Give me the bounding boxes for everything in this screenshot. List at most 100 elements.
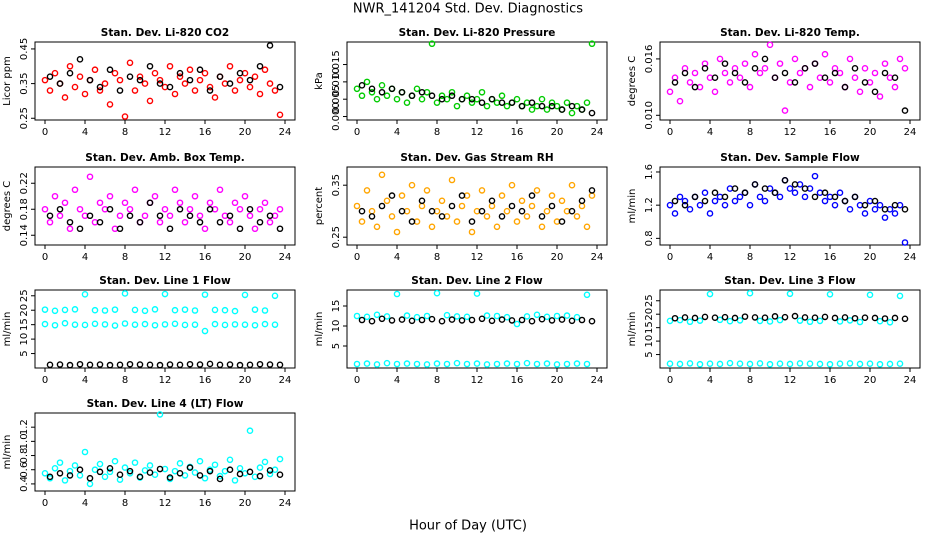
- data-point: [756, 360, 764, 367]
- data-point: [438, 197, 446, 205]
- data-point: [666, 201, 674, 209]
- data-point: [266, 42, 274, 49]
- data-point: [801, 314, 809, 321]
- data-point: [756, 193, 764, 201]
- data-point: [246, 205, 254, 213]
- data-point: [156, 361, 164, 369]
- data-point: [751, 65, 759, 72]
- data-point: [196, 66, 204, 74]
- data-point: [226, 361, 234, 368]
- data-point: [846, 360, 854, 367]
- x-tick-label: 0: [354, 375, 360, 386]
- data-point: [756, 317, 764, 325]
- data-point: [408, 218, 416, 225]
- data-point: [61, 199, 69, 207]
- data-point: [543, 207, 551, 215]
- data-point: [41, 320, 49, 328]
- y-tick-label: 0.005: [331, 85, 342, 114]
- data-point: [358, 82, 366, 89]
- data-point: [166, 62, 174, 70]
- data-point: [856, 360, 864, 368]
- data-point: [766, 360, 774, 368]
- data-point: [121, 199, 129, 207]
- data-point: [741, 313, 749, 320]
- data-point: [246, 361, 254, 369]
- data-point: [363, 313, 371, 321]
- data-point: [81, 291, 89, 298]
- x-tick-label: 4: [707, 127, 713, 138]
- data-point: [731, 185, 739, 192]
- data-point: [56, 459, 64, 466]
- data-point: [563, 312, 571, 319]
- y-tick-label: 1.0: [19, 433, 30, 449]
- data-point: [498, 99, 506, 106]
- x-tick-label: 20: [864, 375, 877, 386]
- data-point: [358, 316, 366, 324]
- x-tick-label: 24: [279, 127, 292, 138]
- data-point: [423, 312, 431, 320]
- data-point: [533, 360, 541, 368]
- data-point: [66, 472, 74, 479]
- data-point: [568, 207, 576, 215]
- data-point: [473, 360, 481, 367]
- data-point: [191, 469, 199, 476]
- x-tick-label: 0: [42, 252, 48, 263]
- x-tick-label: 12: [159, 375, 172, 386]
- data-point: [368, 213, 376, 220]
- x-tick-label: 8: [747, 375, 753, 386]
- y-axis-label: Licor ppm: [2, 56, 13, 106]
- data-point: [851, 314, 859, 322]
- data-point: [378, 315, 386, 323]
- data-point: [116, 471, 124, 478]
- data-point: [448, 316, 456, 323]
- data-point: [483, 102, 491, 110]
- data-point: [886, 360, 894, 368]
- data-point: [691, 69, 699, 77]
- data-point: [358, 218, 366, 225]
- data-point: [821, 313, 829, 321]
- data-point: [246, 212, 254, 220]
- data-point: [388, 317, 396, 324]
- data-point: [741, 189, 749, 197]
- data-point: [573, 213, 581, 220]
- data-point: [276, 471, 284, 478]
- data-point: [96, 460, 104, 468]
- data-point: [378, 88, 386, 96]
- data-point: [736, 193, 744, 201]
- data-point: [896, 360, 904, 367]
- data-point: [246, 427, 254, 435]
- data-point: [731, 314, 739, 322]
- data-point: [226, 80, 234, 87]
- data-point: [866, 360, 874, 367]
- data-point: [578, 202, 586, 210]
- data-point: [588, 317, 596, 325]
- y-tick-label: 0.25: [19, 107, 30, 129]
- data-point: [383, 313, 391, 320]
- data-point: [126, 360, 134, 368]
- data-point: [191, 307, 199, 314]
- y-tick-label: 10: [331, 320, 342, 333]
- data-point: [503, 313, 511, 321]
- data-point: [266, 80, 274, 87]
- data-point: [583, 99, 591, 106]
- data-point: [816, 317, 824, 325]
- data-point: [403, 360, 411, 367]
- data-point: [901, 239, 909, 246]
- plot-frame: [659, 41, 921, 121]
- x-tick-label: 20: [239, 127, 252, 138]
- data-point: [146, 469, 154, 476]
- data-point: [206, 467, 214, 475]
- data-point: [791, 189, 799, 197]
- x-tick-label: 16: [824, 252, 837, 263]
- x-tick-label: 4: [707, 375, 713, 386]
- data-point: [443, 360, 451, 368]
- panel-title: Stan. Dev. Line 3 Flow: [724, 275, 856, 287]
- data-point: [523, 359, 531, 367]
- data-point: [821, 74, 829, 82]
- data-point: [751, 314, 759, 321]
- data-point: [71, 306, 79, 313]
- data-point: [871, 69, 879, 77]
- data-point: [176, 73, 184, 80]
- data-point: [111, 322, 119, 329]
- data-point: [881, 60, 889, 67]
